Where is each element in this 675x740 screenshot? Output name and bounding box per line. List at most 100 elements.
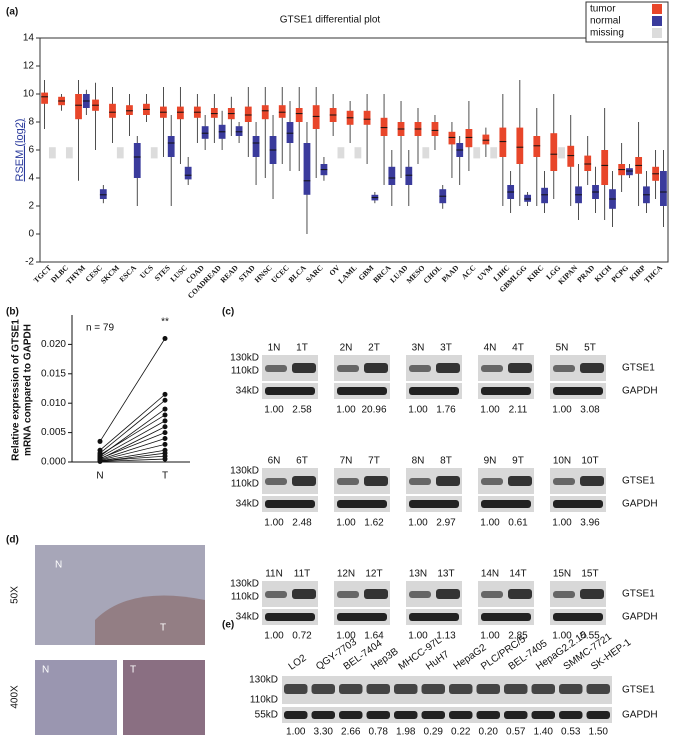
point [162,435,168,441]
protein-label: GAPDH [622,710,658,721]
x-tick-label: ACC [460,263,478,281]
ratio: 0.22 [451,727,471,738]
pair-line [99,394,166,451]
band [476,711,500,719]
band [559,684,583,694]
box [261,105,269,120]
ratio: 1.98 [396,727,416,738]
legend-swatch [652,4,662,14]
size-marker: 130kD [249,675,278,686]
region-label: N [42,665,49,676]
size-marker: 110kD [231,366,259,377]
lane-label: 14N [481,569,499,580]
x-tick-label: PAAD [440,263,461,284]
box [303,143,311,195]
band [449,684,473,694]
lane-label: 3N [412,343,425,354]
x-tick-label: BRCA [371,263,393,285]
point [162,418,168,424]
region-label: T [130,665,136,676]
y-tick-label: 4 [28,173,34,184]
lane-label: 15T [581,569,598,580]
band [553,591,575,598]
ratio: 1.00 [286,727,306,738]
lane-label: 11T [294,569,311,580]
lane-label: 9T [512,456,524,467]
x-tick-label: UCEC [269,263,290,284]
band [436,363,460,373]
ratio: 2.48 [292,518,312,529]
ratio: 1.00 [336,405,356,416]
pair-line [99,449,166,462]
box [201,126,209,139]
y-tick-label: 0 [28,229,34,240]
band [337,478,359,485]
band [394,684,418,694]
band [311,684,335,694]
x-tick-label: KICH [593,263,614,284]
ratio: 1.62 [364,518,384,529]
blot-gapdh [282,707,612,723]
ratio: 3.96 [580,518,600,529]
ratio: 20.96 [361,405,386,416]
x-tick-label: T [162,471,168,482]
size-marker: 110kD [231,592,259,603]
y-tick-label: -2 [25,257,34,268]
band [531,711,555,719]
ratio: 1.00 [264,518,284,529]
box [167,136,175,157]
band [364,476,388,486]
magnification: 50X [10,586,21,604]
missing-placeholder [558,147,565,159]
y-tick-label: 0.020 [41,339,66,350]
y-tick-label: 8 [28,117,34,128]
region-label: T [160,623,166,634]
size-marker: 34kD [236,612,259,623]
point [162,406,168,412]
ratio: 2.97 [436,518,456,529]
size-marker: 130kD [230,353,259,364]
x-tick-label: READ [218,263,240,285]
x-tick-label: ESCA [117,263,138,284]
x-tick-label: THCA [642,263,664,285]
band [409,613,459,621]
box [363,110,371,125]
y-tick-label: 14 [23,33,35,44]
ratio: 2.58 [292,405,312,416]
annotation: n = 79 [86,323,115,334]
box [380,117,388,136]
box [176,106,184,120]
band [339,711,363,719]
lane-label: 4T [512,343,524,354]
box [431,122,439,136]
x-tick-label: KIPAN [556,263,579,286]
ratio: 1.13 [436,631,456,642]
lane-label: 4N [484,343,497,354]
box [109,103,116,118]
lane-label: 9N [484,456,497,467]
point [162,456,168,462]
point [162,441,168,447]
ratio: 1.00 [408,631,428,642]
band [553,365,575,372]
ratio: 0.61 [508,518,528,529]
band [481,387,531,395]
panel-label: (c) [222,307,234,318]
box [210,108,218,118]
pair-line [99,455,166,462]
lane-label: 15N [553,569,571,580]
box [235,126,243,136]
lane-label: 11N [265,569,283,580]
box [133,143,141,178]
ratio: 2.85 [508,631,528,642]
lane-label: 2N [340,343,353,354]
box [278,105,286,118]
x-tick-label: N [96,471,103,482]
protein-label: GAPDH [622,612,658,623]
band [409,387,459,395]
pair-line [99,426,166,460]
ratio: 1.00 [552,405,572,416]
y-axis-label: Relative expression of GTSE1 [11,319,22,461]
lane-label: 6N [268,456,281,467]
